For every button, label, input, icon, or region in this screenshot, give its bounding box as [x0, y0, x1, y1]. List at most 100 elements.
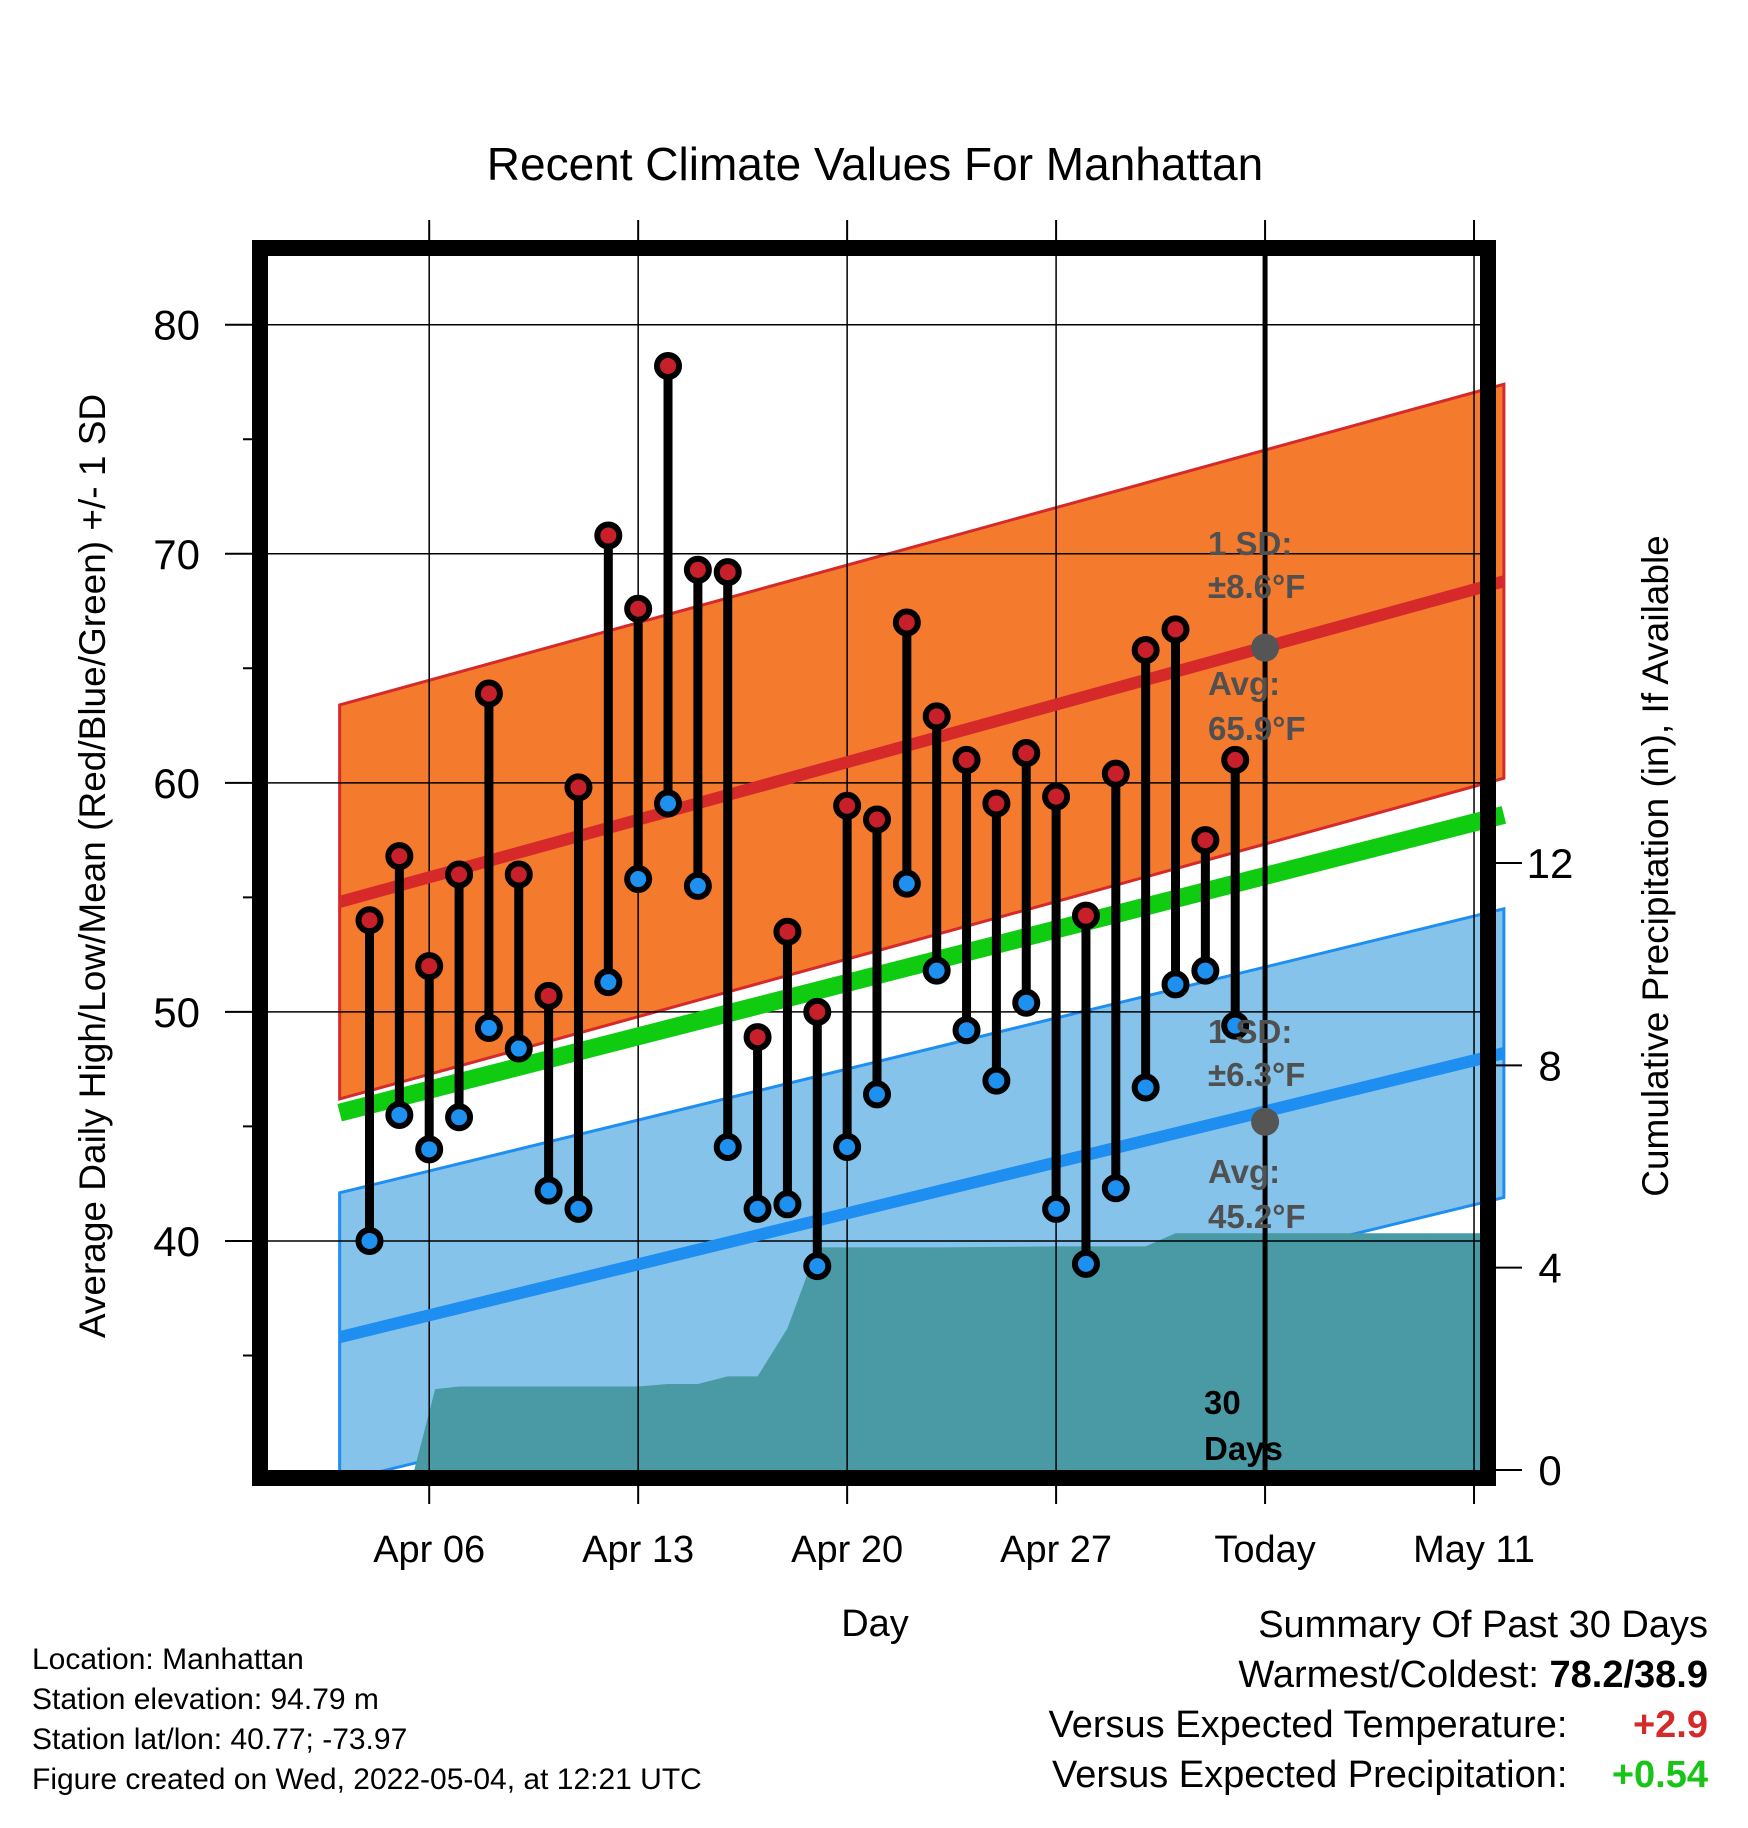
y-tick-label: 50: [153, 989, 200, 1036]
daily-high-point: [833, 791, 862, 820]
daily-high-point: [1161, 615, 1190, 644]
daily-high-point: [892, 608, 921, 637]
daily-low-point: [683, 871, 712, 900]
y-tick-label: 40: [153, 1218, 200, 1265]
daily-low-point: [1161, 970, 1190, 999]
daily-high-point: [654, 351, 683, 380]
daily-high-point: [594, 521, 623, 550]
period-label: 30 Days: [1204, 1384, 1283, 1467]
daily-low-point: [355, 1226, 384, 1255]
daily-high-point: [445, 860, 474, 889]
daily-low-point: [1131, 1073, 1160, 1102]
daily-high-point: [862, 805, 891, 834]
avg-mean-line: [337, 806, 1507, 1122]
warmest-label: Warmest/Coldest:: [1238, 1654, 1539, 1696]
x-tick-label: Today: [1214, 1529, 1315, 1571]
daily-low-point: [803, 1252, 832, 1281]
y-tick-label: 70: [153, 531, 200, 578]
summary-precip-row: Versus Expected Precipitation: +0.54: [1049, 1750, 1708, 1800]
high-sd-annotation: 1 SD: ±8.6°F Avg: 65.9°F: [1208, 525, 1306, 747]
station-elevation: Station elevation: 94.79 m: [32, 1683, 379, 1716]
daily-low-point: [1221, 1011, 1250, 1040]
daily-high-point: [415, 952, 444, 981]
daily-high-point: [1191, 826, 1220, 855]
daily-high-point: [1042, 782, 1071, 811]
daily-low-point: [594, 968, 623, 997]
summary-warmest-row: Warmest/Coldest: 78.2/38.9: [1049, 1650, 1708, 1700]
precipitation-area: [339, 1233, 1481, 1470]
high-sd-title: 1 SD:: [1208, 525, 1292, 562]
daily-high-point: [355, 906, 384, 935]
x-tick-label: Apr 27: [1000, 1529, 1112, 1571]
avg-low-line: [338, 1047, 1506, 1343]
daily-high-point: [1012, 739, 1041, 768]
low-avg-title: Avg:: [1208, 1153, 1280, 1190]
x-axis-label: Day: [841, 1603, 909, 1645]
daily-low-point: [654, 789, 683, 818]
daily-high-point: [683, 555, 712, 584]
daily-high-point: [743, 1023, 772, 1052]
x-tick-label: Apr 13: [582, 1529, 694, 1571]
daily-low-point: [1071, 1249, 1100, 1278]
daily-low-point: [773, 1190, 802, 1219]
daily-low-point: [504, 1034, 533, 1063]
precip-label: Versus Expected Precipitation:: [1052, 1754, 1568, 1796]
daily-low-point: [624, 865, 653, 894]
y2-axis-label: Cumulative Precipitation (in), If Availa…: [1635, 535, 1676, 1197]
station-latlon: Station lat/lon: 40.77; -73.97: [32, 1723, 408, 1756]
station-location: Location: Manhattan: [32, 1643, 304, 1676]
today-avg-high-marker: [1251, 633, 1280, 662]
y2-tick-label: 4: [1538, 1245, 1561, 1292]
today-avg-low-marker: [1251, 1107, 1280, 1136]
warmest-value: 78.2/38.9: [1549, 1654, 1708, 1696]
x-tick-label: Apr 06: [373, 1529, 485, 1571]
y-axis-label: Average Daily High/Low/Mean (Red/Blue/Gr…: [72, 394, 113, 1338]
temp-label: Versus Expected Temperature:: [1048, 1704, 1568, 1746]
daily-high-point: [773, 917, 802, 946]
daily-high-point: [982, 789, 1011, 818]
period-line1: 30: [1204, 1384, 1241, 1421]
daily-high-point: [1131, 635, 1160, 664]
daily-low-point: [833, 1133, 862, 1162]
high-avg-title: Avg:: [1208, 665, 1280, 702]
y2-tick-label: 0: [1538, 1447, 1561, 1494]
y2-tick-label: 12: [1527, 840, 1574, 887]
daily-high-point: [1221, 745, 1250, 774]
y-tick-label: 80: [153, 302, 200, 349]
daily-low-point: [713, 1133, 742, 1162]
x-tick-label: Apr 20: [791, 1529, 903, 1571]
daily-low-point: [1042, 1194, 1071, 1223]
daily-high-point: [534, 981, 563, 1010]
daily-high-point: [922, 702, 951, 731]
x-tick-label: May 11: [1413, 1529, 1535, 1571]
daily-high-point: [624, 594, 653, 623]
daily-high-point: [713, 558, 742, 587]
low-avg-value: 45.2°F: [1208, 1198, 1306, 1235]
low-sd-value: ±6.3°F: [1208, 1056, 1305, 1093]
high-avg-value: 65.9°F: [1208, 710, 1306, 747]
y-tick-label: 60: [153, 760, 200, 807]
temp-value: +2.9: [1632, 1704, 1708, 1746]
daily-high-point: [1071, 901, 1100, 930]
daily-high-point: [504, 860, 533, 889]
daily-high-point: [1101, 759, 1130, 788]
avg-high-line: [338, 575, 1506, 908]
period-line2: Days: [1204, 1430, 1283, 1467]
daily-low-point: [385, 1100, 414, 1129]
summary-title: Summary Of Past 30 Days: [1258, 1604, 1708, 1646]
daily-high-point: [952, 745, 981, 774]
chart-title: Recent Climate Values For Manhattan: [487, 138, 1263, 190]
plot-area: 40 50 60 70 80 0 4 8 12 Apr 06 Apr 13 Apr 20 Apr 27 T…: [153, 220, 1573, 1571]
daily-low-point: [982, 1066, 1011, 1095]
daily-high-point: [385, 842, 414, 871]
daily-low-point: [892, 869, 921, 898]
daily-high-point: [474, 679, 503, 708]
daily-low-point: [1101, 1174, 1130, 1203]
station-info: Location: Manhattan Station elevation: 9…: [32, 1640, 702, 1800]
summary-panel: Summary Of Past 30 Days Warmest/Coldest:…: [1049, 1600, 1708, 1800]
figure-created: Figure created on Wed, 2022-05-04, at 12…: [32, 1763, 702, 1796]
daily-low-point: [862, 1080, 891, 1109]
daily-high-point: [564, 773, 593, 802]
daily-low-point: [922, 956, 951, 985]
